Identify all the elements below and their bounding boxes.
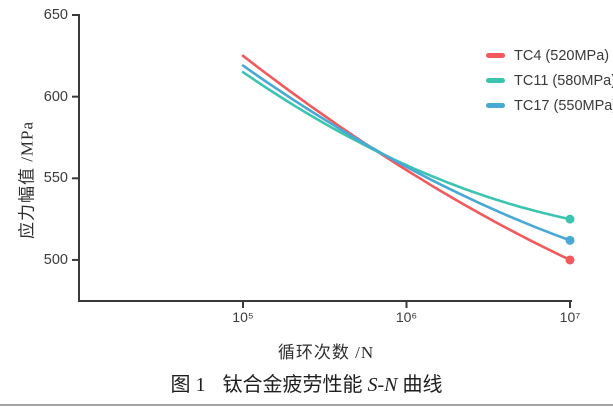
caption-sn-italic: S-N: [367, 374, 398, 396]
y-tick-label-550: 550: [43, 170, 68, 187]
x-tick-label-10e7: 10⁷: [559, 309, 581, 325]
legend-label: TC4 (520MPa): [514, 47, 610, 64]
caption-text-tail: 曲线: [397, 374, 443, 396]
caption-figure-number: 图 1: [170, 374, 206, 396]
x-tick-label-10e5: 10⁵: [232, 309, 254, 325]
series-curve-TC4: [241, 54, 572, 262]
legend-swatch-icon: [486, 78, 505, 83]
legend-item-TC17: TC17 (550MPa): [486, 93, 613, 118]
legend-label: TC11 (580MPa): [514, 72, 613, 89]
chart-legend: TC4 (520MPa) TC11 (580MPa) TC17 (550MPa): [486, 43, 613, 118]
legend-label: TC17 (550MPa): [514, 97, 613, 114]
legend-swatch-icon: [486, 103, 505, 108]
x-tick-label-10e6: 10⁶: [395, 309, 418, 325]
series-curve-TC17: [241, 64, 572, 242]
page-divider-line: [0, 404, 613, 406]
series-endpoint-dot-TC11: [565, 214, 575, 224]
legend-swatch-icon: [486, 53, 505, 58]
x-axis-label: 循环次数 /N: [277, 343, 375, 362]
sn-curve-chart: [72, 14, 575, 308]
legend-item-TC4: TC4 (520MPa): [486, 43, 613, 68]
axes-lines: [78, 14, 572, 302]
series-endpoint-dot-TC4: [565, 255, 575, 265]
figure-caption: 图 1 钛合金疲劳性能 S-N 曲线: [0, 368, 613, 397]
legend-item-TC11: TC11 (580MPa): [486, 68, 613, 93]
series-curve-TC11: [241, 70, 572, 221]
y-tick-label-650: 650: [43, 7, 68, 23]
y-tick-label-600: 600: [43, 88, 68, 105]
y-tick-label-500: 500: [43, 251, 68, 268]
series-endpoint-dot-TC17: [565, 235, 575, 245]
caption-text: 钛合金疲劳性能: [222, 374, 368, 396]
y-axis-label: 应力幅值 /MPa: [17, 120, 37, 240]
